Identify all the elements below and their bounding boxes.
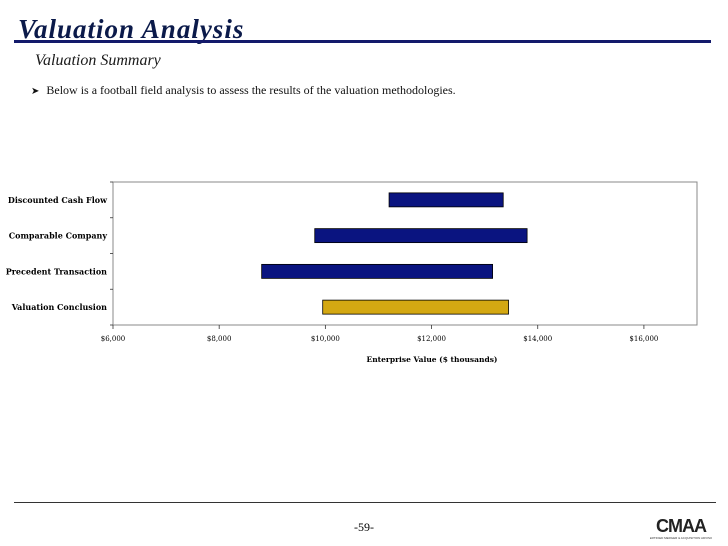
range-bars <box>261 192 528 315</box>
bullet-item: ➤ Below is a football field analysis to a… <box>31 83 456 98</box>
x-axis-title: Enterprise Value ($ thousands) <box>367 355 498 364</box>
page-number: -59- <box>354 520 374 534</box>
x-tick-label: $6,000 <box>101 335 126 343</box>
footer-divider <box>14 502 716 503</box>
category-label: Discounted Cash Flow <box>8 195 108 205</box>
category-label: Comparable Company <box>9 231 108 241</box>
x-tick-label: $16,000 <box>629 335 658 343</box>
category-label: Valuation Conclusion <box>11 302 107 312</box>
bullet-text: Below is a football field analysis to as… <box>46 83 456 97</box>
x-tick-label: $10,000 <box>311 335 340 343</box>
range-bar <box>261 263 493 279</box>
range-bar <box>388 192 504 208</box>
arrow-bullet-icon: ➤ <box>31 86 40 97</box>
x-tick-label: $12,000 <box>417 335 446 343</box>
page-subtitle: Valuation Summary <box>35 52 161 69</box>
range-bar <box>314 228 528 244</box>
x-tick-label: $14,000 <box>523 335 552 343</box>
page-title: Valuation Analysis <box>18 14 245 44</box>
logo-wordmark: CMAA <box>656 516 707 536</box>
category-label: Precedent Transaction <box>6 266 107 276</box>
x-tick-label: $8,000 <box>207 335 232 343</box>
football-field-chart: Discounted Cash Flow Comparable Company Pr… <box>6 181 698 364</box>
title-divider <box>14 40 711 43</box>
cmaa-logo: CMAA CERTIFIED MERGER & ACQUISITION ADVI… <box>650 516 712 540</box>
x-axis: $6,000 $8,000 $10,000 $12,000 $14,000 $16,000 <box>101 325 658 343</box>
range-bar <box>322 299 509 315</box>
category-labels: Discounted Cash Flow Comparable Company Pr… <box>6 181 113 326</box>
logo-caption: CERTIFIED MERGER & ACQUISITION ADVISOR <box>650 536 712 540</box>
